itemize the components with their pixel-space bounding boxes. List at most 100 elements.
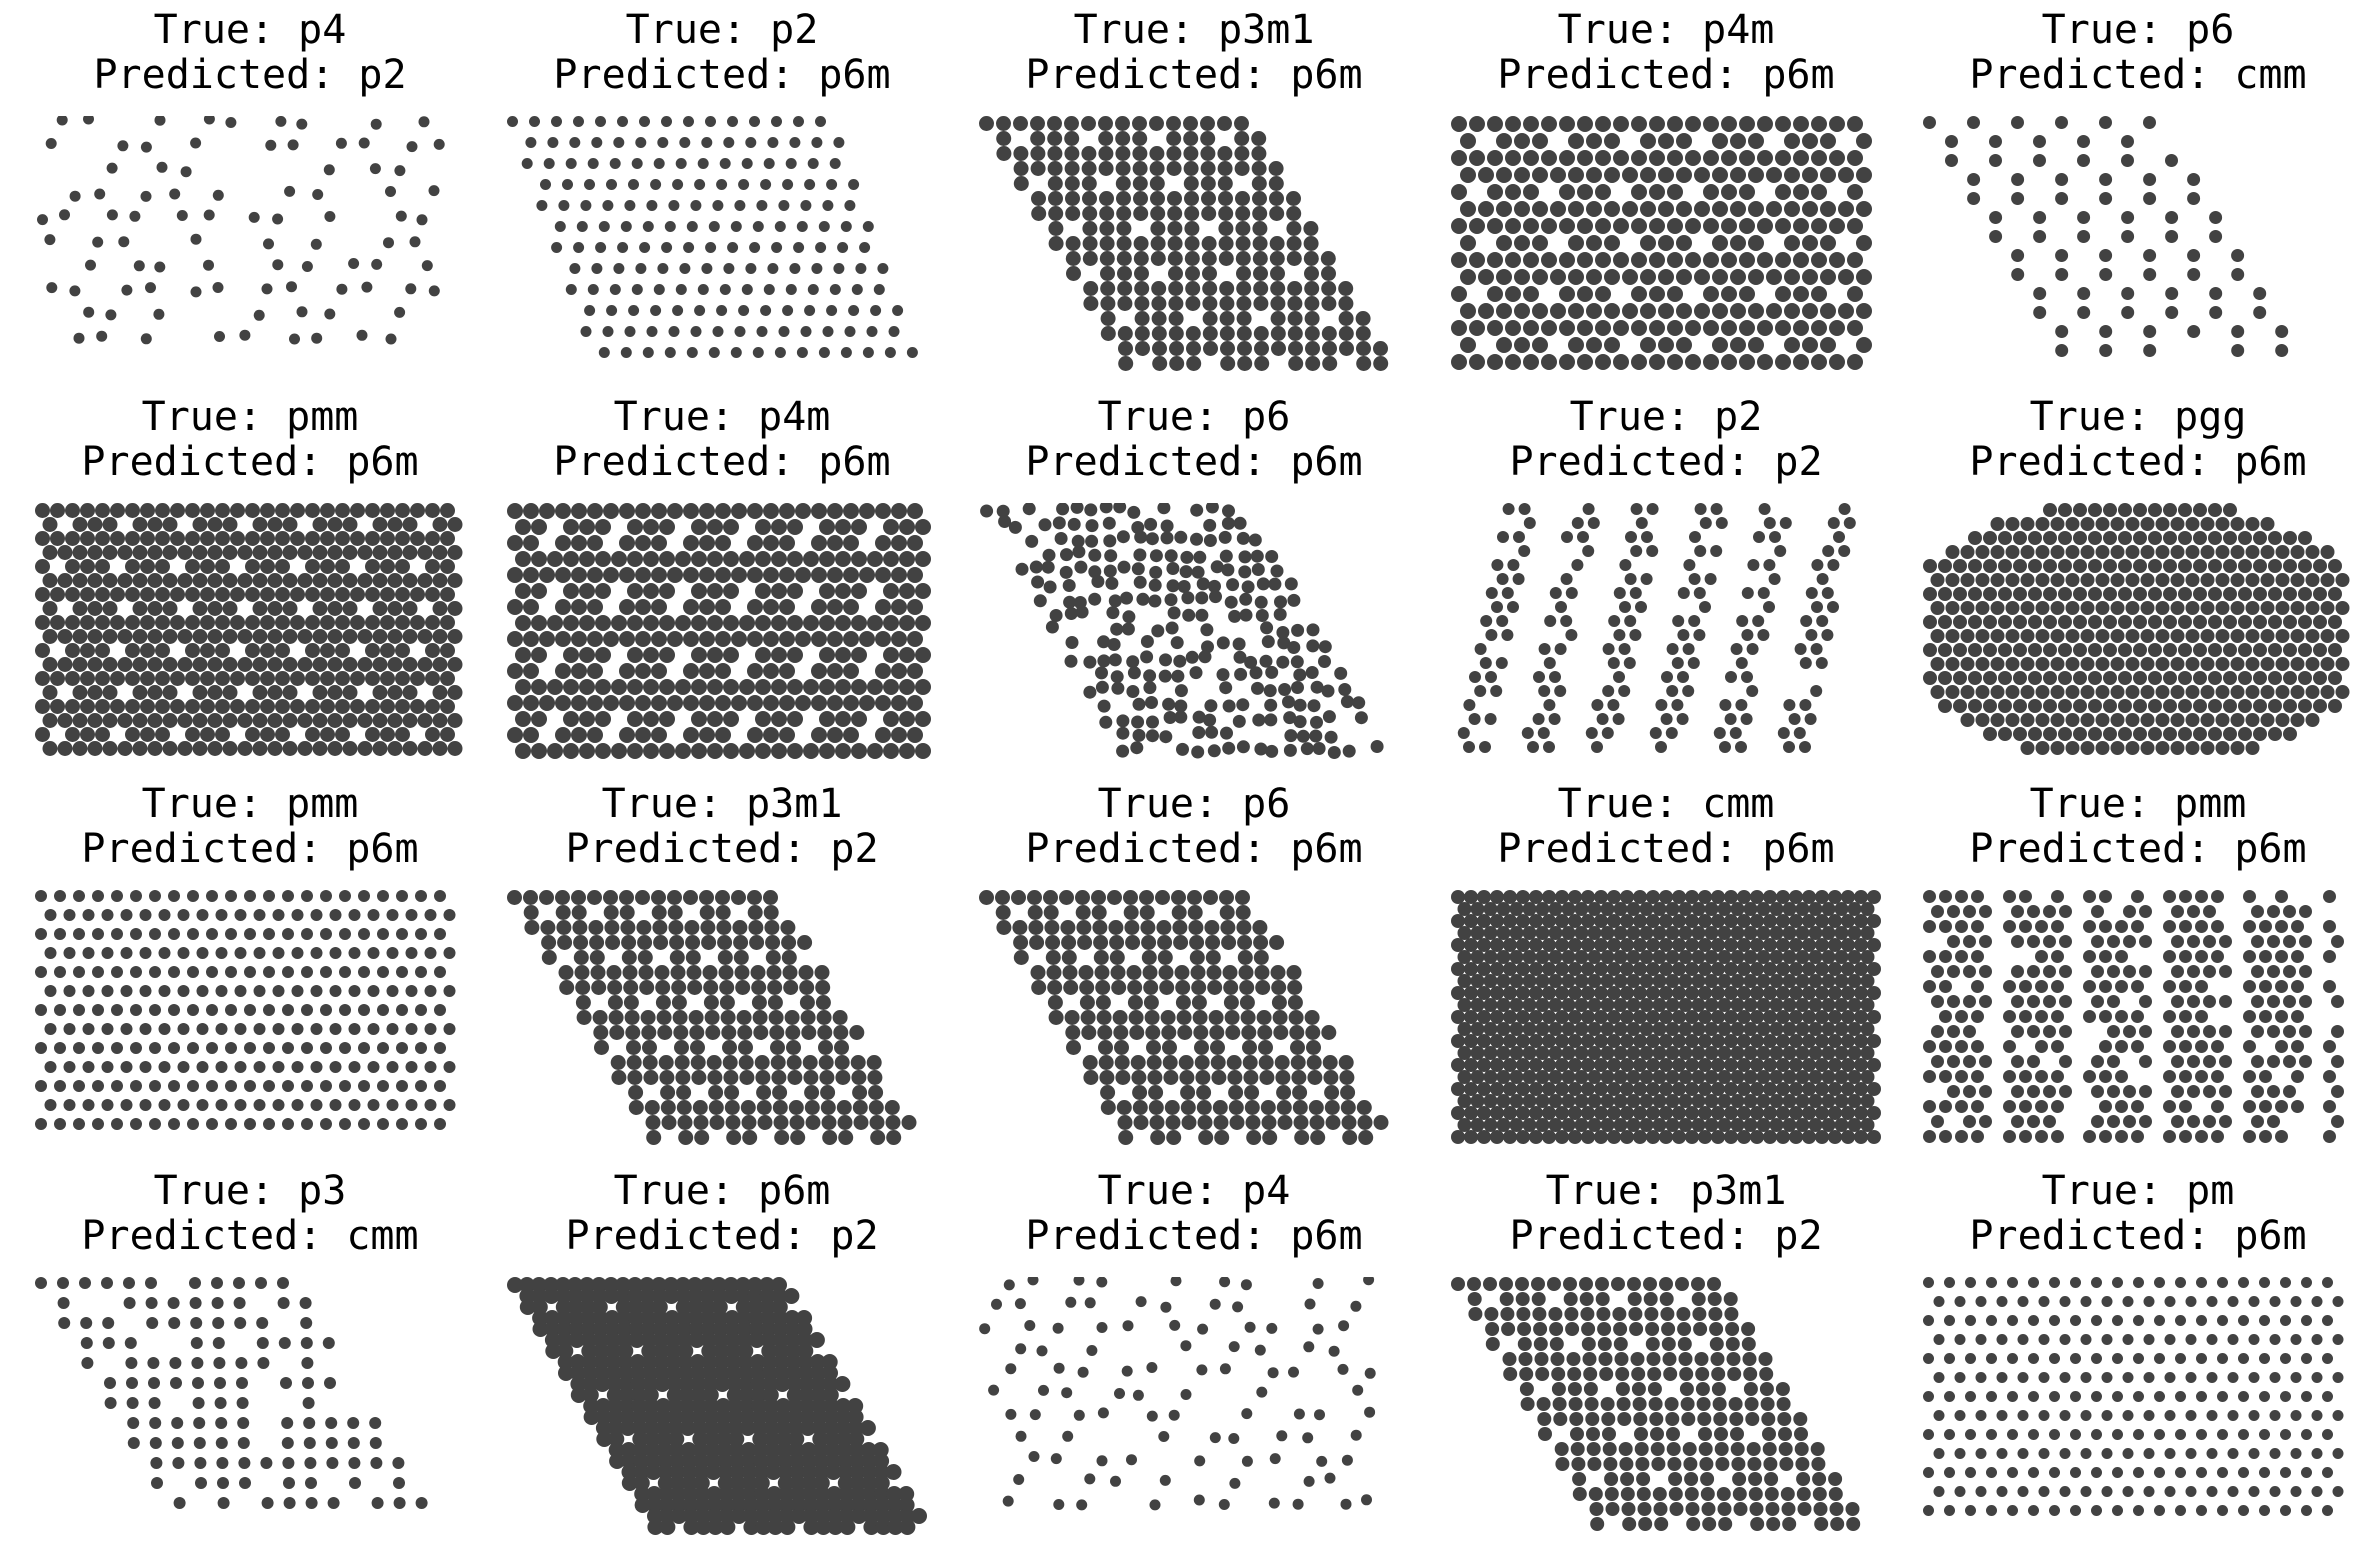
pattern-dot (405, 1099, 418, 1111)
pattern-dot (1201, 191, 1216, 206)
pattern-dot (1782, 1046, 1797, 1060)
pattern-dot (1523, 218, 1539, 234)
pattern-dot (1161, 1025, 1177, 1040)
pattern-dot (747, 567, 763, 583)
pattern-dot (35, 671, 50, 686)
pattern-dot (763, 535, 779, 551)
pattern-dot (395, 531, 410, 546)
pattern-dot (1763, 517, 1776, 529)
pattern-dot (1538, 643, 1551, 655)
pattern-dot (1196, 1085, 1212, 1100)
pattern-dot (2005, 629, 2020, 643)
pattern-dot (1322, 1055, 1338, 1070)
pattern-plot (1923, 503, 2350, 755)
pattern-dot (907, 727, 923, 743)
pattern-dot (1514, 133, 1530, 149)
pattern-dot (335, 531, 350, 546)
pattern-dot (2200, 601, 2215, 615)
pattern-dot (1100, 296, 1116, 311)
pattern-dot (402, 517, 418, 532)
pattern-dot (1559, 184, 1575, 200)
pattern-dot (1227, 1070, 1243, 1085)
pattern-dot (827, 535, 843, 551)
pattern-dot (434, 1004, 446, 1016)
pattern-dot (2035, 1070, 2048, 1083)
pattern-dot (1554, 685, 1567, 697)
pattern-dot (111, 890, 123, 902)
pattern-dot (1574, 1022, 1589, 1036)
pattern-dot (678, 1130, 694, 1145)
pattern-dot (708, 221, 720, 232)
pattern-dot (235, 1357, 248, 1369)
pattern-dot (54, 1118, 66, 1130)
pattern-dot (1800, 615, 1813, 627)
pattern-dot (312, 657, 328, 672)
pattern-dot (2208, 503, 2222, 517)
pattern-dot (2267, 1115, 2280, 1128)
pattern-dot (1516, 986, 1530, 1000)
pattern-dot (1983, 643, 1997, 657)
pattern-dot (1931, 1055, 1944, 1068)
pattern-dot (699, 890, 714, 905)
pattern-dot (591, 263, 603, 274)
pattern-dot (415, 1004, 427, 1016)
pattern-dot (2035, 1010, 2048, 1023)
pattern-dot (1234, 667, 1248, 681)
pattern-dot (1955, 1040, 1968, 1053)
pattern-dot (1769, 531, 1781, 543)
pattern-dot (1766, 167, 1782, 183)
pattern-dot (192, 713, 208, 728)
pattern-dot (627, 583, 643, 599)
pattern-dot (619, 503, 635, 519)
pattern-dot (717, 950, 733, 965)
pattern-dot (2185, 741, 2200, 755)
pattern-dot (1496, 902, 1511, 916)
pattern-dot (1834, 1070, 1849, 1084)
pattern-dot (1509, 1046, 1524, 1060)
pattern-dot (1847, 320, 1863, 336)
pattern-dot (1490, 938, 1504, 952)
pattern-dot (1833, 531, 1845, 543)
pattern-dot (2095, 601, 2110, 615)
pattern-dot (2298, 615, 2312, 629)
pattern-dot (2131, 1130, 2144, 1143)
pattern-dot (1646, 1058, 1660, 1072)
pattern-dot (296, 118, 308, 130)
pattern-dot (886, 1130, 902, 1145)
pattern-dot (2171, 905, 2184, 918)
pattern-dot (233, 1297, 246, 1309)
pattern-dot (1451, 986, 1465, 1000)
pattern-dot (507, 567, 523, 583)
true-label: True: p3 (153, 1168, 347, 1214)
pattern-dot (1083, 296, 1099, 311)
pattern-dot (1711, 890, 1725, 904)
pattern-dot (1698, 962, 1712, 976)
pattern-dot (1633, 1058, 1647, 1072)
pattern-dot (915, 647, 931, 663)
pattern-dot (1828, 890, 1842, 904)
pattern-dot (1287, 296, 1303, 311)
pattern-dot (190, 1337, 203, 1349)
pattern-dot (507, 695, 523, 711)
pattern-dot (1676, 337, 1692, 353)
pattern-dot (1477, 962, 1491, 976)
pattern-dot (102, 685, 118, 700)
pattern-dot (216, 1457, 229, 1469)
pattern-dot (2043, 643, 2057, 657)
pattern-dot (1600, 1094, 1615, 1108)
pattern-dot (1841, 1082, 1855, 1096)
pattern-dot (1938, 699, 1952, 713)
pattern-dot (1802, 986, 1816, 1000)
pattern-dot (2005, 517, 2020, 531)
pattern-dot (1793, 252, 1809, 268)
pattern-dot (1737, 962, 1751, 976)
pattern-dot (1030, 116, 1045, 131)
pattern-dot (2203, 995, 2216, 1008)
pattern-dot (1595, 184, 1611, 200)
pattern-dot (2170, 629, 2185, 643)
pattern-dot (440, 671, 455, 686)
pattern-dot (1737, 1130, 1751, 1144)
pattern-dot (1646, 962, 1660, 976)
pattern-dot (1133, 1115, 1149, 1130)
pattern-dot (1218, 530, 1232, 544)
